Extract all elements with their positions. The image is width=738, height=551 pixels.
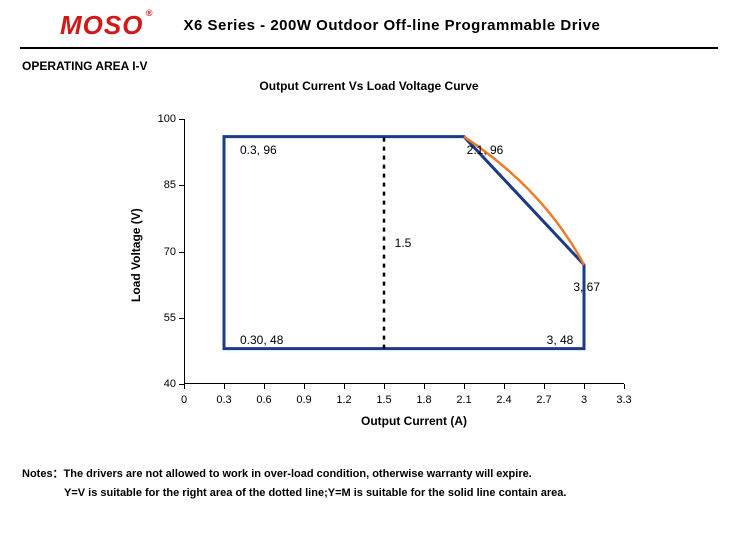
notes-line2: Y=V is suitable for the right area of th… xyxy=(22,484,716,503)
header-title: X6 Series - 200W Outdoor Off-line Progra… xyxy=(183,17,600,34)
point-label: 3, 48 xyxy=(547,333,574,347)
point-label: 2.1, 96 xyxy=(467,143,504,157)
logo-text: MOSO xyxy=(60,10,143,40)
section-title: OPERATING AREA I-V xyxy=(22,59,738,73)
header: MOSO ® X6 Series - 200W Outdoor Off-line… xyxy=(20,0,718,49)
x-axis-label: Output Current (A) xyxy=(344,414,484,428)
point-label: 1.5 xyxy=(395,236,412,250)
logo: MOSO ® xyxy=(60,10,143,41)
chart-svg xyxy=(89,79,644,404)
chart: Output Current Vs Load Voltage Curve 405… xyxy=(89,79,649,449)
point-label: 3, 67 xyxy=(573,280,600,294)
notes-line1: Notes：The drivers are not allowed to wor… xyxy=(22,465,716,484)
point-label: 0.3, 96 xyxy=(240,143,277,157)
logo-reg: ® xyxy=(146,8,154,18)
notes: Notes：The drivers are not allowed to wor… xyxy=(22,465,716,502)
point-label: 0.30, 48 xyxy=(240,333,283,347)
